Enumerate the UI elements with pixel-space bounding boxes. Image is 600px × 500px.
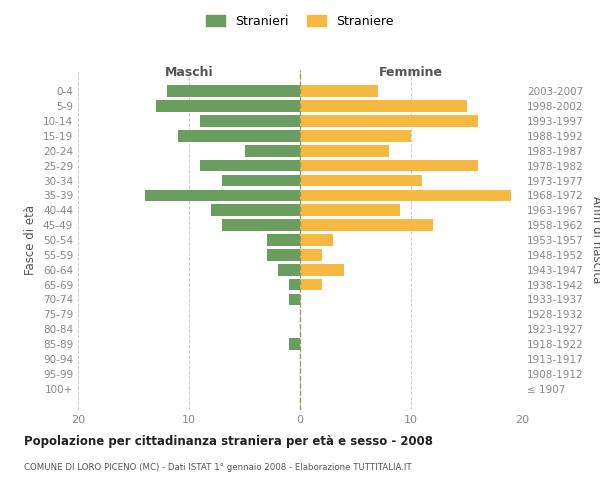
Bar bbox=[300, 249, 322, 260]
Bar bbox=[167, 86, 300, 97]
Bar bbox=[300, 160, 478, 172]
Bar bbox=[300, 220, 433, 231]
Bar bbox=[300, 190, 511, 201]
Bar bbox=[200, 115, 300, 127]
Bar bbox=[200, 160, 300, 172]
Bar bbox=[300, 115, 478, 127]
Bar bbox=[289, 279, 300, 290]
Bar bbox=[300, 204, 400, 216]
Bar bbox=[300, 130, 411, 141]
Bar bbox=[300, 264, 344, 276]
Bar bbox=[211, 204, 300, 216]
Bar bbox=[178, 130, 300, 141]
Bar bbox=[156, 100, 300, 112]
Text: Maschi: Maschi bbox=[164, 66, 214, 80]
Text: COMUNE DI LORO PICENO (MC) - Dati ISTAT 1° gennaio 2008 - Elaborazione TUTTITALI: COMUNE DI LORO PICENO (MC) - Dati ISTAT … bbox=[24, 462, 412, 471]
Bar bbox=[289, 294, 300, 306]
Y-axis label: Fasce di età: Fasce di età bbox=[25, 205, 37, 275]
Bar bbox=[300, 86, 378, 97]
Bar bbox=[289, 338, 300, 350]
Bar bbox=[245, 145, 300, 156]
Text: Popolazione per cittadinanza straniera per età e sesso - 2008: Popolazione per cittadinanza straniera p… bbox=[24, 435, 433, 448]
Bar bbox=[300, 145, 389, 156]
Bar bbox=[300, 100, 467, 112]
Bar bbox=[300, 279, 322, 290]
Text: Femmine: Femmine bbox=[379, 66, 443, 80]
Bar bbox=[267, 234, 300, 246]
Bar bbox=[300, 174, 422, 186]
Bar bbox=[145, 190, 300, 201]
Bar bbox=[300, 234, 334, 246]
Bar bbox=[278, 264, 300, 276]
Bar bbox=[267, 249, 300, 260]
Bar bbox=[223, 220, 300, 231]
Bar bbox=[223, 174, 300, 186]
Legend: Stranieri, Straniere: Stranieri, Straniere bbox=[203, 11, 397, 32]
Y-axis label: Anni di nascita: Anni di nascita bbox=[590, 196, 600, 284]
